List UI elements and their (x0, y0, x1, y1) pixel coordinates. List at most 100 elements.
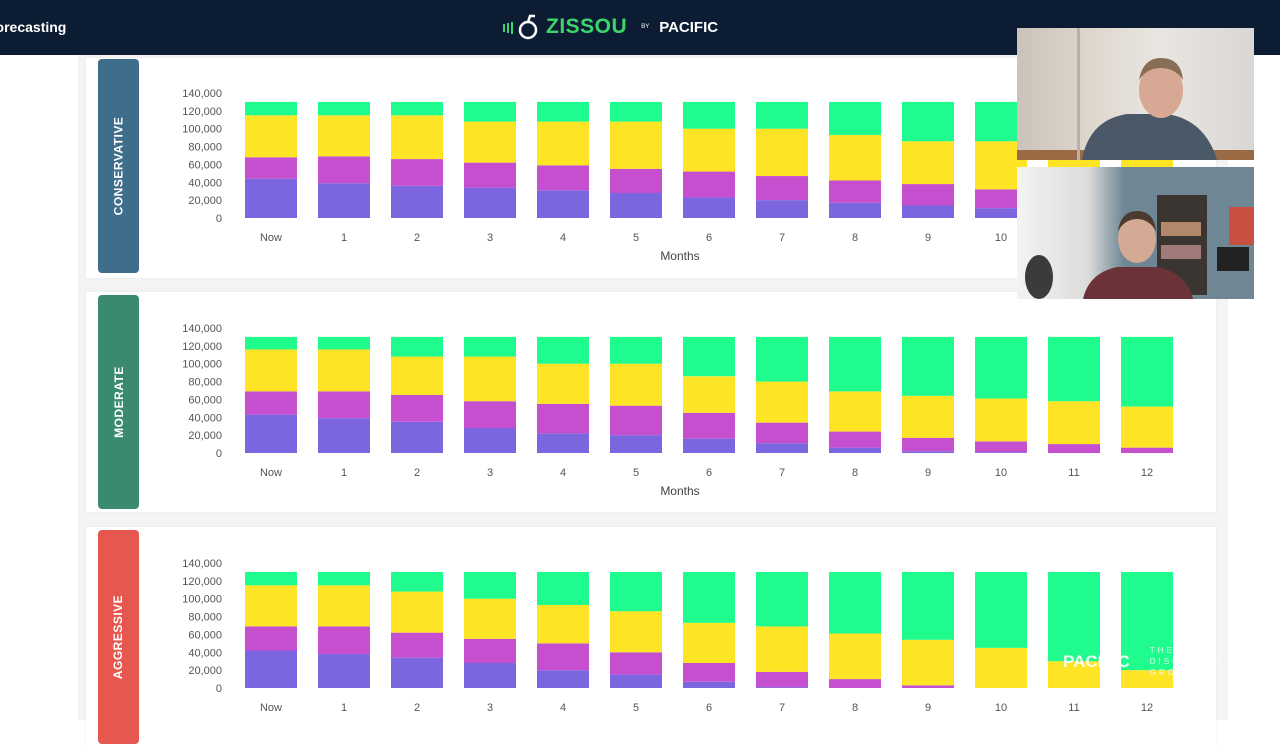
bar-segment[interactable] (245, 650, 297, 689)
bar-segment[interactable] (902, 205, 954, 219)
bar-segment[interactable] (464, 401, 516, 428)
aggressive-tab[interactable]: AGGRESSIVE (98, 530, 139, 744)
bar-segment[interactable] (683, 681, 735, 688)
bar-segment[interactable] (245, 571, 297, 586)
bar-segment[interactable] (683, 622, 735, 663)
bar-segment[interactable] (610, 674, 662, 688)
bar-segment[interactable] (464, 121, 516, 163)
bar-segment[interactable] (975, 452, 1027, 453)
bar-segment[interactable] (537, 363, 589, 404)
bar-segment[interactable] (537, 336, 589, 364)
bar-segment[interactable] (245, 349, 297, 392)
bar-segment[interactable] (610, 652, 662, 675)
bar-segment[interactable] (902, 685, 954, 688)
bar-segment[interactable] (683, 376, 735, 413)
bar-segment[interactable] (318, 418, 370, 453)
bar-segment[interactable] (902, 571, 954, 640)
bar-segment[interactable] (683, 571, 735, 623)
bar-segment[interactable] (975, 647, 1027, 688)
bar-segment[interactable] (537, 190, 589, 218)
bar-segment[interactable] (1048, 444, 1100, 453)
bar-segment[interactable] (245, 178, 297, 218)
bar-segment[interactable] (537, 670, 589, 688)
bar-segment[interactable] (245, 101, 297, 116)
bar-segment[interactable] (1048, 571, 1100, 662)
bar-segment[interactable] (537, 571, 589, 605)
bar-segment[interactable] (902, 437, 954, 452)
bar-segment[interactable] (829, 180, 881, 203)
bar-segment[interactable] (902, 184, 954, 206)
bar-segment[interactable] (318, 626, 370, 655)
bar-segment[interactable] (610, 611, 662, 653)
bar-segment[interactable] (902, 336, 954, 396)
bar-segment[interactable] (391, 159, 443, 186)
bar-segment[interactable] (391, 571, 443, 592)
bar-segment[interactable] (683, 101, 735, 129)
bar-segment[interactable] (610, 435, 662, 453)
bar-segment[interactable] (756, 101, 808, 129)
bar-segment[interactable] (464, 663, 516, 688)
bar-segment[interactable] (975, 208, 1027, 218)
bar-segment[interactable] (537, 165, 589, 191)
bar-segment[interactable] (829, 571, 881, 634)
bar-segment[interactable] (756, 671, 808, 688)
bar-segment[interactable] (829, 391, 881, 432)
bar-segment[interactable] (464, 187, 516, 218)
bar-segment[interactable] (902, 451, 954, 453)
bar-segment[interactable] (683, 438, 735, 453)
bar-segment[interactable] (318, 101, 370, 116)
bar-segment[interactable] (537, 433, 589, 453)
bar-segment[interactable] (683, 412, 735, 439)
zissou-logo[interactable]: ZISSOU BY PACIFIC (502, 13, 718, 41)
bar-segment[interactable] (318, 115, 370, 157)
bar-segment[interactable] (537, 604, 589, 644)
bar-segment[interactable] (537, 403, 589, 434)
bar-segment[interactable] (902, 101, 954, 142)
bar-segment[interactable] (391, 336, 443, 357)
bar-segment[interactable] (245, 414, 297, 453)
bar-segment[interactable] (756, 571, 808, 627)
bar-segment[interactable] (391, 394, 443, 422)
bar-segment[interactable] (318, 585, 370, 627)
bar-segment[interactable] (975, 398, 1027, 442)
bar-segment[interactable] (756, 422, 808, 444)
bar-segment[interactable] (464, 571, 516, 599)
bar-segment[interactable] (610, 121, 662, 169)
bar-segment[interactable] (537, 643, 589, 671)
bar-segment[interactable] (391, 356, 443, 395)
conservative-tab[interactable]: CONSERVATIVE (98, 59, 139, 273)
bar-segment[interactable] (245, 391, 297, 415)
bar-segment[interactable] (610, 168, 662, 193)
bar-segment[interactable] (975, 441, 1027, 453)
bar-segment[interactable] (829, 633, 881, 680)
bar-segment[interactable] (464, 356, 516, 402)
bar-segment[interactable] (902, 639, 954, 686)
bar-segment[interactable] (829, 431, 881, 448)
bar-segment[interactable] (683, 336, 735, 377)
bar-segment[interactable] (1048, 336, 1100, 402)
bar-segment[interactable] (975, 189, 1027, 209)
bar-segment[interactable] (318, 391, 370, 419)
bar-segment[interactable] (683, 197, 735, 218)
bar-segment[interactable] (537, 101, 589, 122)
bar-segment[interactable] (756, 381, 808, 423)
bar-segment[interactable] (756, 336, 808, 382)
bar-segment[interactable] (610, 193, 662, 218)
bar-segment[interactable] (318, 654, 370, 688)
bar-segment[interactable] (610, 336, 662, 364)
bar-segment[interactable] (1121, 571, 1173, 671)
bar-segment[interactable] (829, 101, 881, 135)
bar-segment[interactable] (391, 657, 443, 688)
bar-segment[interactable] (245, 115, 297, 158)
bar-segment[interactable] (756, 687, 808, 688)
bar-segment[interactable] (829, 134, 881, 181)
bar-segment[interactable] (391, 421, 443, 453)
moderate-tab[interactable]: MODERATE (98, 295, 139, 509)
bar-segment[interactable] (975, 571, 1027, 648)
bar-segment[interactable] (756, 176, 808, 201)
bar-segment[interactable] (245, 626, 297, 651)
bar-segment[interactable] (245, 336, 297, 350)
bar-segment[interactable] (610, 363, 662, 406)
bar-segment[interactable] (683, 128, 735, 172)
bar-segment[interactable] (1121, 447, 1173, 453)
